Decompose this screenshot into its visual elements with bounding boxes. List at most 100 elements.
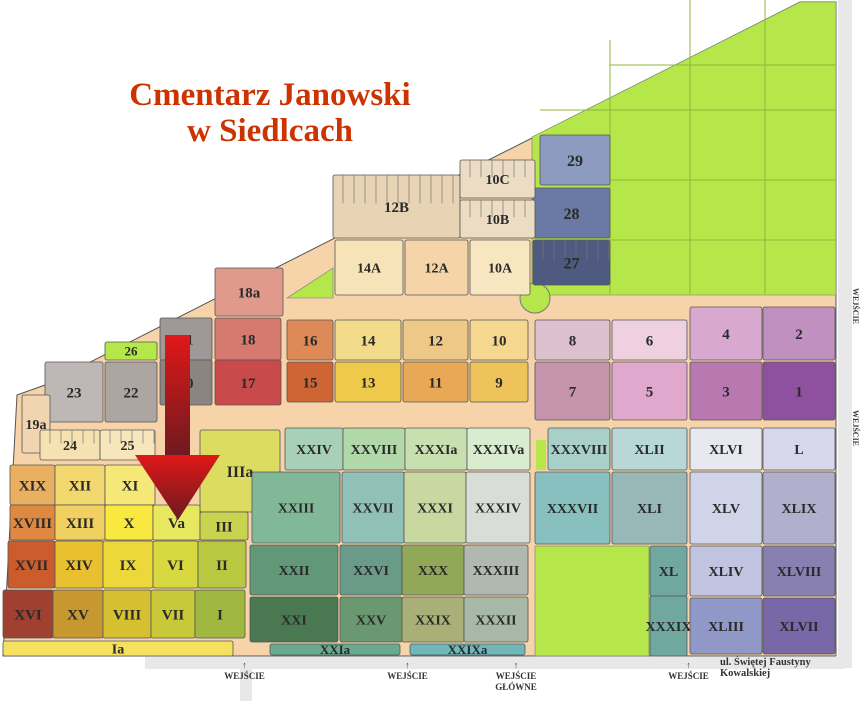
section-area[interactable]: [762, 545, 836, 597]
section-area[interactable]: [762, 471, 836, 545]
section-15[interactable]: 15: [286, 361, 334, 403]
section-area[interactable]: [463, 596, 529, 643]
section-area[interactable]: [466, 427, 531, 471]
section-XXXVII[interactable]: XXXVII: [534, 471, 611, 545]
section-area[interactable]: [534, 361, 611, 421]
section-XVIII[interactable]: XVIII: [9, 504, 56, 541]
section-9[interactable]: 9: [469, 361, 529, 403]
section-26[interactable]: 26: [104, 341, 158, 361]
section-6[interactable]: 6: [611, 319, 688, 361]
section-area[interactable]: [689, 361, 763, 421]
section-area[interactable]: [469, 361, 529, 403]
section-area[interactable]: [762, 427, 836, 471]
section-XXIa[interactable]: XXIa: [269, 642, 401, 657]
section-VIII[interactable]: VIII: [102, 589, 152, 639]
section-area[interactable]: [611, 361, 688, 421]
section-area[interactable]: [465, 471, 531, 544]
section-28[interactable]: 28: [532, 187, 611, 239]
section-area[interactable]: [463, 544, 529, 596]
section-X[interactable]: X: [104, 504, 154, 541]
section-XXVII[interactable]: XXVII: [341, 471, 405, 544]
section-12B[interactable]: 12B: [332, 174, 461, 239]
section-XLIV[interactable]: XLIV: [689, 545, 763, 597]
section-III[interactable]: III: [199, 511, 249, 541]
section-area[interactable]: [214, 359, 282, 406]
section-10B[interactable]: 10B: [459, 199, 536, 239]
section-area[interactable]: [689, 597, 763, 655]
section-18[interactable]: 18: [214, 317, 282, 361]
section-area[interactable]: [532, 239, 611, 286]
section-area[interactable]: [689, 471, 763, 545]
section-area[interactable]: [611, 319, 688, 361]
section-XLIX[interactable]: XLIX: [762, 471, 836, 545]
section-XXII[interactable]: XXII: [249, 544, 339, 596]
section-XXXIII[interactable]: XXXIII: [463, 544, 529, 596]
section-10C[interactable]: 10C: [459, 159, 536, 199]
section-XLII[interactable]: XLII: [611, 427, 688, 471]
section-area[interactable]: [534, 319, 611, 361]
section-area[interactable]: [334, 239, 404, 296]
section-XXXII[interactable]: XXXII: [463, 596, 529, 643]
section-XXI[interactable]: XXI: [249, 596, 339, 643]
section-area[interactable]: [402, 361, 469, 403]
section-3[interactable]: 3: [689, 361, 763, 421]
section-23[interactable]: 23: [44, 361, 104, 423]
section-area[interactable]: [194, 589, 246, 639]
section-area[interactable]: [762, 361, 836, 421]
section-Ia[interactable]: Ia: [2, 640, 234, 658]
section-area[interactable]: [469, 239, 531, 296]
section-L[interactable]: L: [762, 427, 836, 471]
section-XXXIX[interactable]: XXXIX: [646, 595, 692, 657]
section-13[interactable]: 13: [334, 361, 402, 403]
section-area[interactable]: [99, 429, 156, 461]
section-area[interactable]: [459, 159, 536, 199]
section-12[interactable]: 12: [402, 319, 469, 361]
section-XIII[interactable]: XIII: [54, 504, 106, 541]
section-area[interactable]: [534, 471, 611, 545]
section-XXIXa[interactable]: XXIXa: [409, 642, 526, 657]
section-XXXIV[interactable]: XXXIV: [465, 471, 531, 544]
section-XV[interactable]: XV: [52, 589, 104, 639]
section-8[interactable]: 8: [534, 319, 611, 361]
section-XXVI[interactable]: XXVI: [339, 544, 403, 596]
section-25[interactable]: 25: [99, 429, 156, 461]
section-area[interactable]: [689, 545, 763, 597]
section-area[interactable]: [2, 640, 234, 657]
section-16[interactable]: 16: [286, 319, 334, 361]
section-area[interactable]: [249, 544, 339, 596]
section-area[interactable]: [547, 427, 611, 471]
section-XXXIVa[interactable]: XXXIVa: [466, 427, 531, 471]
section-area[interactable]: [286, 319, 334, 361]
section-area[interactable]: [404, 239, 469, 296]
section-area[interactable]: [199, 511, 249, 541]
section-XXIV[interactable]: XXIV: [284, 427, 344, 471]
section-5[interactable]: 5: [611, 361, 688, 421]
section-area[interactable]: [214, 267, 284, 317]
section-area[interactable]: [334, 319, 402, 361]
section-XXX[interactable]: XXX: [401, 544, 465, 596]
section-area[interactable]: [251, 471, 341, 544]
section-area[interactable]: [762, 597, 836, 655]
section-area[interactable]: [104, 341, 158, 361]
section-XXIII[interactable]: XXIII: [251, 471, 341, 544]
section-XIX[interactable]: XIX: [9, 464, 56, 506]
section-area[interactable]: [286, 361, 334, 403]
section-XL[interactable]: XL: [649, 545, 688, 597]
section-IX[interactable]: IX: [102, 540, 154, 589]
section-area[interactable]: [334, 361, 402, 403]
section-10[interactable]: 10: [469, 319, 529, 361]
section-area[interactable]: [197, 540, 247, 589]
section-area[interactable]: [409, 643, 526, 656]
section-XLIII[interactable]: XLIII: [689, 597, 763, 655]
section-area[interactable]: [469, 319, 529, 361]
section-area[interactable]: [689, 427, 763, 471]
section-area[interactable]: [459, 199, 536, 239]
section-14A[interactable]: 14A: [334, 239, 404, 296]
section-XXXVIII[interactable]: XXXVIII: [547, 427, 611, 471]
section-area[interactable]: [649, 595, 688, 657]
section-27[interactable]: 27: [532, 239, 611, 286]
section-area[interactable]: [762, 306, 836, 361]
section-XLI[interactable]: XLI: [611, 471, 688, 545]
section-XLVI[interactable]: XLVI: [689, 427, 763, 471]
section-area[interactable]: [104, 361, 158, 423]
